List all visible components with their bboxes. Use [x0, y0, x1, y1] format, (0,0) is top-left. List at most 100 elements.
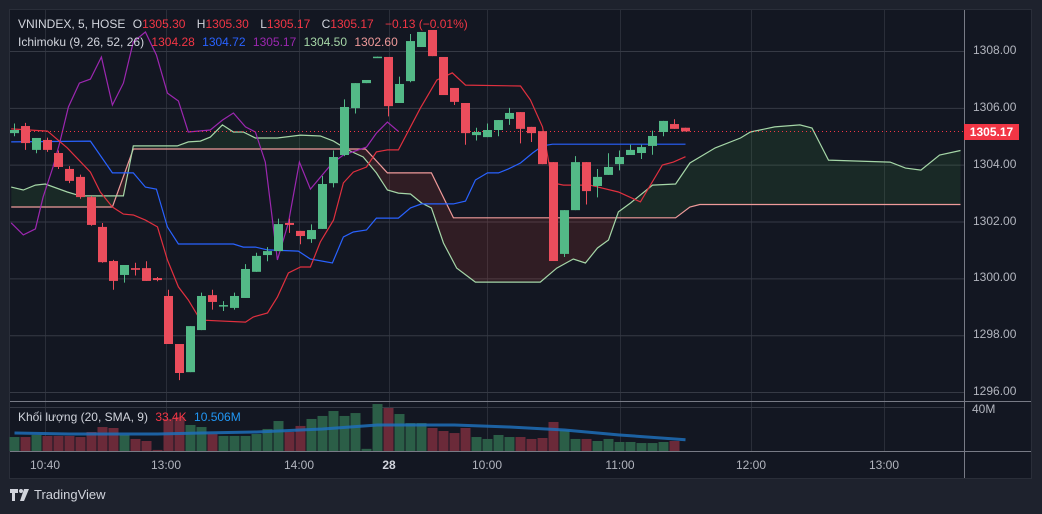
candle-body: [648, 135, 657, 146]
candle-body: [296, 230, 305, 237]
chikou-value: 1305.17: [252, 35, 297, 49]
volume-bar: [196, 427, 207, 451]
high-label: H: [196, 17, 206, 31]
volume-bar: [383, 408, 394, 451]
senkou-a-value: 1304.50: [303, 35, 348, 49]
open-value: 1305.30: [142, 17, 186, 31]
candle-down: [450, 87, 459, 105]
tradingview-logo[interactable]: TradingView: [10, 487, 106, 502]
volume-pane: [9, 404, 691, 452]
brand-name: TradingView: [34, 487, 106, 502]
candle-up: [406, 33, 415, 83]
ichimoku-legend: Ichimoku (9, 26, 52, 26) 1304.28 1304.72…: [18, 35, 402, 49]
candle-up: [604, 153, 613, 175]
low-label: L: [260, 17, 267, 31]
candle-down: [384, 56, 393, 117]
candle-body: [208, 295, 217, 302]
volume-bar: [295, 425, 306, 451]
volume-bar: [141, 441, 152, 451]
volume-bar: [471, 437, 482, 451]
candle-down: [98, 222, 107, 263]
candle-up: [373, 56, 382, 59]
volume-bar: [570, 438, 581, 451]
volume-legend: Khối lượng (20, SMA, 9) 33.4K 10.506M: [18, 410, 245, 424]
volume-bar: [64, 435, 75, 451]
candle-up: [626, 144, 635, 156]
candle-body: [153, 278, 162, 281]
candle-up: [186, 326, 195, 373]
symbol-name[interactable]: VNINDEX, 5, HOSE: [18, 17, 126, 31]
volume-bar: [9, 437, 20, 451]
candle-body: [197, 295, 206, 331]
volume-bar: [328, 411, 339, 451]
volume-bar: [647, 443, 658, 451]
candle-body: [274, 224, 283, 252]
volume-bar: [372, 404, 383, 451]
time-tick-label: 14:00: [283, 458, 315, 472]
volume-bar: [592, 441, 603, 451]
candle-body: [626, 149, 635, 156]
candle-up: [230, 292, 239, 310]
candle-body: [637, 147, 646, 154]
candle-body: [439, 56, 448, 96]
candle-body: [307, 230, 316, 240]
candle-body: [230, 295, 239, 308]
candle-up: [241, 264, 250, 298]
candle-body: [582, 162, 591, 192]
price-tick-label: 1298.00: [973, 327, 1017, 342]
volume-axis-label: 40M: [972, 402, 996, 416]
candle-body: [54, 153, 63, 167]
close-value: 1305.17: [330, 17, 374, 31]
volume-bar: [185, 424, 196, 451]
last-price-label: 1305.17: [964, 124, 1019, 140]
candle-body: [241, 268, 250, 298]
price-tick-label: 1304.00: [973, 156, 1017, 171]
volume-bar: [284, 431, 295, 451]
candle-up: [263, 247, 272, 262]
candle-up: [648, 130, 657, 155]
candle-body: [65, 168, 74, 181]
candle-body: [340, 106, 349, 156]
tradingview-logo-icon: [10, 488, 29, 501]
ichimoku-label[interactable]: Ichimoku (9, 26, 52, 26): [18, 35, 145, 49]
candle-body: [98, 226, 107, 263]
volume-bar: [636, 443, 647, 451]
volume-label[interactable]: Khối lượng (20, SMA, 9): [18, 410, 148, 424]
candle-down: [428, 29, 437, 57]
candle-body: [593, 176, 602, 186]
candle-body: [219, 305, 228, 307]
chikou-span-line: [10, 31, 399, 261]
candle-up: [395, 76, 404, 104]
candle-up: [252, 252, 261, 272]
open-label: O: [132, 17, 143, 31]
candle-body: [395, 83, 404, 104]
candle-down: [461, 103, 470, 145]
candle-down: [296, 230, 305, 245]
candle-body: [516, 112, 525, 129]
volume-bar: [31, 434, 42, 451]
candle-down: [670, 119, 679, 129]
candle-body: [428, 29, 437, 57]
senkou-b-value: 1302.60: [354, 35, 398, 49]
volume-bar: [350, 413, 361, 451]
candle-up: [197, 292, 206, 331]
low-value: 1305.17: [266, 17, 311, 31]
volume-bar: [130, 438, 141, 451]
candle-up: [32, 137, 41, 154]
price-tick-label: 1306.00: [973, 99, 1017, 114]
candle-up: [571, 156, 580, 211]
candle-up: [615, 150, 624, 171]
volume-bar: [119, 434, 130, 451]
candle-body: [351, 83, 360, 109]
change-value: −0.13 (−0.01%): [385, 17, 468, 31]
candle-body: [318, 184, 327, 229]
candle-body: [450, 87, 459, 102]
candle-up: [472, 127, 481, 141]
candle-down: [516, 112, 525, 144]
volume-bar: [317, 415, 328, 451]
volume-bar: [603, 438, 614, 451]
candle-body: [131, 268, 140, 270]
volume-bar: [669, 441, 680, 451]
candle-body: [142, 268, 151, 281]
